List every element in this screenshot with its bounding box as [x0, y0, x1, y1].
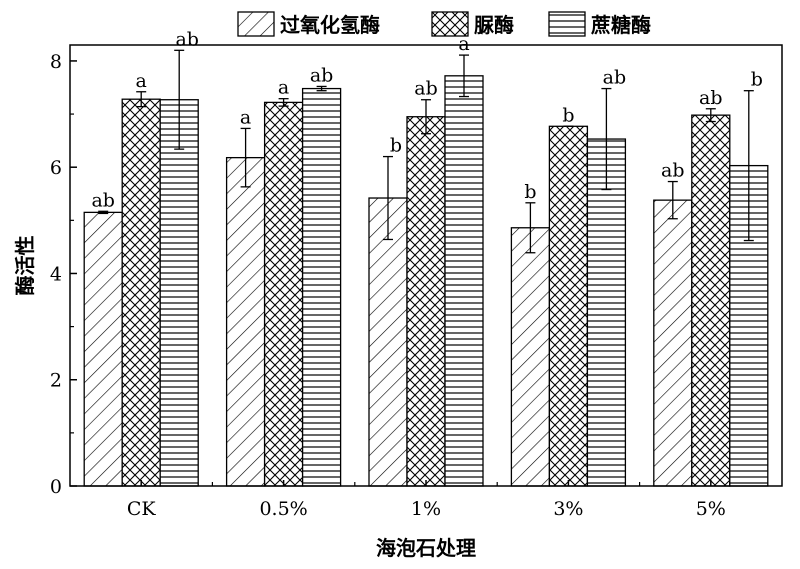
x-tick-label: 0.5%: [259, 498, 307, 520]
x-axis: CK 0.5% 1% 3% 5%: [127, 480, 726, 520]
bar: [510, 227, 551, 487]
bar: [653, 199, 693, 487]
legend-label: 脲酶: [474, 13, 514, 37]
legend: 过氧化氢酶 脲酶 蔗糖酶: [237, 11, 651, 37]
legend-label: 过氧化氢酶: [280, 13, 380, 37]
error-bar: [316, 85, 327, 92]
bar: [691, 114, 731, 487]
error-bar: [383, 155, 393, 241]
error-bar: [136, 91, 147, 108]
error-bar: [174, 49, 185, 150]
y-tick-label: 4: [50, 263, 62, 285]
error-bars-layer: [98, 49, 754, 254]
significance-label: ab: [91, 189, 115, 211]
bar: [586, 138, 627, 487]
y-tick-label: 8: [50, 51, 62, 73]
error-bar: [459, 54, 469, 98]
bar: [548, 125, 589, 487]
y-tick-label: 0: [50, 476, 62, 498]
error-bar: [278, 98, 289, 107]
significance-label: b: [751, 69, 763, 91]
y-axis-title: 酶活性: [13, 236, 37, 296]
significance-label: ab: [603, 67, 627, 89]
error-bar: [705, 108, 716, 123]
legend-swatch: [548, 11, 586, 37]
error-bar: [525, 202, 536, 254]
significance-label: a: [278, 77, 289, 99]
error-bar: [421, 99, 431, 135]
significance-label: b: [390, 135, 402, 157]
significance-label: ab: [699, 87, 723, 109]
legend-item: 脲酶: [431, 11, 514, 37]
bar: [444, 75, 484, 487]
legend-item: 蔗糖酶: [548, 11, 651, 37]
y-tick-label: 2: [50, 370, 62, 392]
significance-label: a: [240, 106, 251, 128]
significance-label: ab: [175, 28, 199, 50]
x-tick-label: 3%: [553, 498, 583, 520]
bar: [263, 101, 304, 487]
bar: [406, 116, 446, 487]
significance-label: a: [136, 70, 147, 92]
error-bar: [240, 127, 251, 188]
legend-label: 蔗糖酶: [590, 13, 651, 37]
bars-layer: [83, 75, 769, 487]
x-tick-label: 5%: [696, 498, 726, 520]
bar: [159, 99, 199, 487]
significance-label: b: [562, 104, 574, 126]
bar: [225, 156, 266, 487]
significance-label: ab: [310, 64, 334, 86]
bar: [83, 211, 123, 487]
y-axis: 0 2 4 6 8: [50, 51, 77, 498]
error-bar: [601, 87, 612, 191]
error-bar: [98, 210, 109, 215]
legend-swatch: [237, 11, 275, 37]
bar: [121, 98, 161, 487]
x-tick-label: CK: [127, 498, 157, 520]
significance-label: b: [524, 181, 536, 203]
significance-label: ab: [661, 160, 685, 182]
error-bar: [667, 180, 678, 220]
x-tick-label: 1%: [411, 498, 441, 520]
legend-swatch: [431, 11, 469, 37]
significance-label: ab: [414, 78, 438, 100]
significance-label: a: [458, 33, 469, 55]
error-bar: [743, 90, 754, 242]
bar: [368, 197, 408, 487]
y-tick-label: 6: [50, 157, 62, 179]
x-axis-title: 海泡石处理: [376, 536, 476, 560]
legend-item: 过氧化氢酶: [237, 11, 380, 37]
bar: [301, 87, 342, 487]
